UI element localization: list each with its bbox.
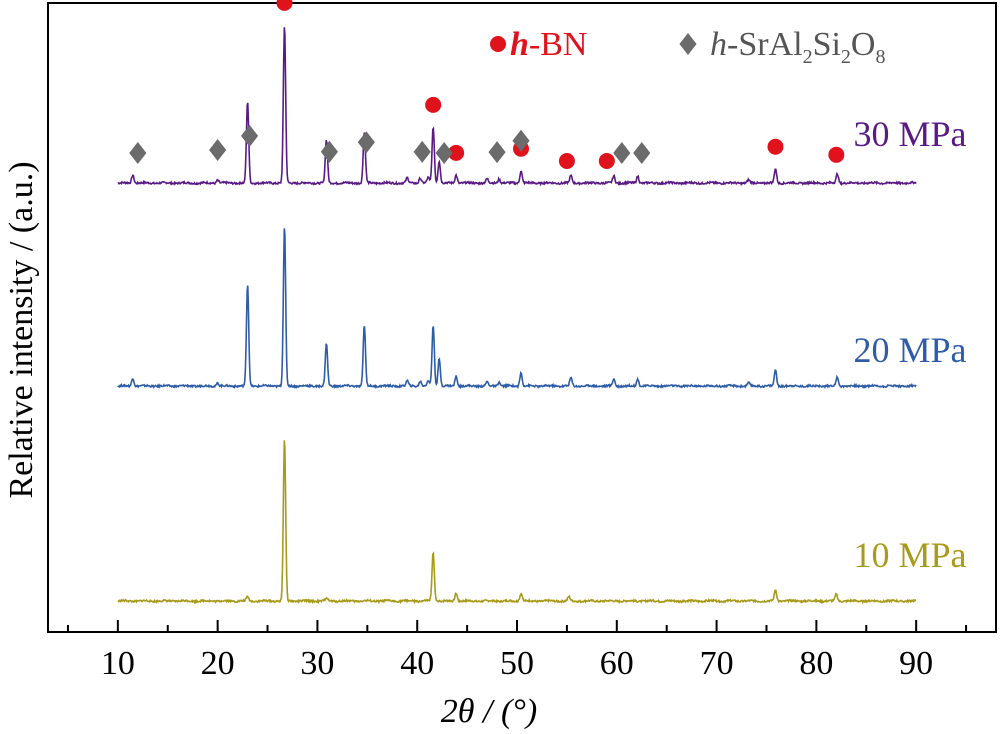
- legend-bn-marker: [490, 36, 506, 52]
- series-label: 20 MPa: [853, 330, 966, 370]
- legend-bn-label: h-BN: [510, 26, 587, 63]
- legend-sas-part: Si: [813, 26, 841, 63]
- legend-sas-part: -SrAl: [727, 26, 803, 63]
- bn-marker: [448, 144, 465, 161]
- x-axis-label: 2θ / (°): [441, 693, 537, 730]
- x-tick-label: 10: [101, 645, 135, 682]
- phase-marker-layer: [129, 0, 845, 169]
- x-tick-label: 60: [600, 645, 634, 682]
- x-tick-label: 30: [300, 645, 334, 682]
- sas-marker: [129, 141, 147, 164]
- bn-marker: [828, 146, 845, 163]
- sas-marker: [413, 140, 431, 163]
- legend-bn-italic: h: [510, 26, 529, 63]
- sas-marker: [633, 141, 651, 164]
- legend-sas-label: h-SrAl2Si2O8: [710, 26, 885, 68]
- legend-sas-marker: [679, 33, 697, 55]
- bn-marker: [598, 153, 615, 169]
- sas-marker: [613, 142, 631, 164]
- x-tick-label: 40: [400, 645, 434, 682]
- x-tick-label: 20: [201, 645, 235, 682]
- series-layer: 30 MPa 20 MPa 10 MPa: [117, 27, 967, 605]
- legend-sas-part: h: [710, 26, 727, 63]
- bn-marker: [425, 96, 442, 113]
- bn-marker: [558, 152, 575, 169]
- sas-marker: [320, 140, 338, 163]
- sas-marker: [512, 129, 530, 152]
- sas-marker: [488, 141, 506, 164]
- xrd-pattern-line: [117, 440, 917, 605]
- legend-bn-rest: -BN: [529, 26, 588, 63]
- xrd-pattern-line: [117, 228, 917, 390]
- bn-marker: [276, 0, 293, 11]
- legend: h-BN h-SrAl2Si2O8: [490, 26, 885, 68]
- axes-frame: [47, 2, 997, 633]
- sas-marker: [435, 141, 453, 164]
- x-tick-label: 70: [700, 645, 734, 682]
- sas-marker: [240, 124, 259, 147]
- xrd-pattern-line: [117, 27, 917, 187]
- x-tick-label: 80: [799, 645, 833, 682]
- series-label: 30 MPa: [853, 114, 966, 154]
- x-tick-label: 50: [500, 645, 534, 682]
- series-label: 10 MPa: [853, 535, 966, 575]
- y-axis-label: Relative intensity / (a.u.): [3, 161, 40, 498]
- x-axis-ticks: 10 20 30 40 50 60 70 80 90: [66, 620, 968, 682]
- legend-sas-part: 2: [803, 46, 813, 68]
- sas-marker: [357, 131, 375, 154]
- plot-frame: [47, 2, 997, 633]
- sas-marker: [209, 138, 227, 161]
- x-tick-label: 90: [899, 645, 933, 682]
- bn-marker: [767, 138, 784, 155]
- legend-sas-part: 2: [841, 46, 851, 68]
- legend-sas-part: O: [851, 26, 876, 63]
- legend-sas-part: 8: [875, 46, 885, 68]
